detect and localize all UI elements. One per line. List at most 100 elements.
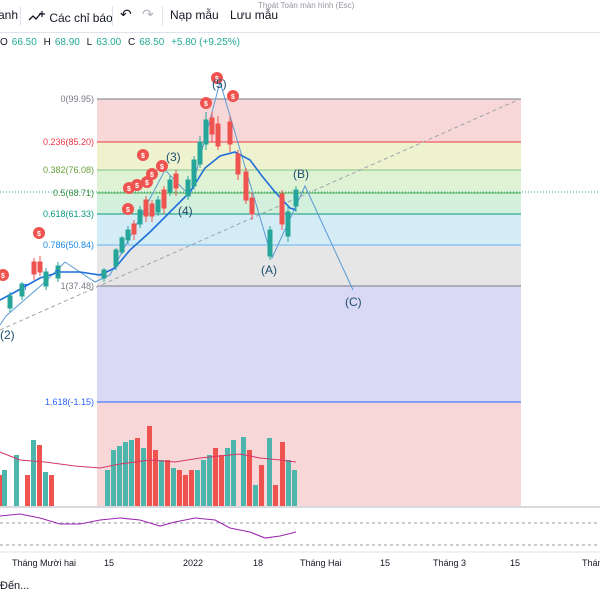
candle (191, 159, 197, 187)
volume-bars (0, 426, 297, 506)
candle (203, 119, 209, 145)
high-value: 68.90 (54, 37, 80, 48)
svg-text:$: $ (204, 101, 208, 108)
indicators-button[interactable]: Các chỉ báo (28, 8, 113, 25)
candle (155, 199, 161, 213)
candle (215, 123, 221, 147)
svg-text:T: T (23, 283, 28, 292)
dividend-markers[interactable]: $ $ $ $ $ $ $ $ $ $ $ $ (0, 72, 239, 281)
time-label: Tháng 3 (433, 558, 466, 568)
candle (125, 229, 131, 241)
candle (101, 269, 107, 279)
time-label: 2022 (183, 558, 203, 568)
candle (119, 237, 125, 253)
fib-label-1: 1(37.48) (60, 281, 94, 291)
wave-label-c: (C) (345, 295, 362, 309)
fib-bands (97, 99, 521, 506)
change-value: +5.80 (+9.25%) (171, 37, 240, 48)
undo-icon[interactable]: ↶ (120, 6, 132, 22)
wave-label-4: (4) (178, 204, 193, 218)
toolbar-item-partial[interactable]: anh (0, 8, 19, 22)
candle (161, 189, 167, 209)
fib-label-618: 0.618(61.33) (43, 209, 94, 219)
dividend-icon: $ (122, 203, 134, 215)
time-label: 15 (510, 558, 520, 568)
wave-label-a: (A) (261, 263, 277, 277)
dividend-icon: $ (131, 179, 143, 191)
fib-band-3 (97, 193, 521, 214)
indicators-label: Các chỉ báo (49, 11, 113, 25)
candle (235, 153, 241, 175)
svg-text:$: $ (1, 273, 5, 280)
indicators-icon (28, 11, 45, 21)
fib-labels: 0(99.95) 0.236(85.20) 0.382(76.08) 0.5(6… (43, 94, 94, 407)
fib-label-1618: 1.618(-1.15) (45, 397, 94, 407)
svg-text:$: $ (141, 153, 145, 160)
candle (19, 283, 25, 297)
high-label: H (43, 37, 51, 48)
svg-text:$: $ (150, 172, 154, 179)
dividend-icon: $ (227, 90, 239, 102)
fib-lines (97, 98, 521, 403)
volume-ma-line (0, 451, 297, 469)
svg-text:$: $ (127, 186, 131, 193)
candle (143, 199, 149, 217)
svg-text:$: $ (145, 180, 149, 187)
svg-text:$: $ (37, 231, 41, 238)
candle (267, 229, 273, 257)
dividend-icon: $ (211, 72, 223, 84)
time-label: 15 (380, 558, 390, 568)
fib-label-786: 0.786(50.84) (43, 240, 94, 250)
fib-label-0: 0(99.95) (60, 94, 94, 104)
candlesticks (7, 112, 299, 312)
fib-label-236: 0.236(85.20) (43, 137, 94, 147)
top-toolbar: anh Các chỉ báo ↶ ↷ Nạp mẫu Lưu mẫu Thoá… (0, 0, 600, 33)
open-value: 66.50 (11, 37, 37, 48)
candle (209, 117, 215, 135)
wave-labels: (2) (3) (4) (5) (A) (B) (C) (0, 77, 362, 342)
close-value: 68.50 (139, 37, 165, 48)
fib-band-0 (97, 99, 521, 142)
trend-dashed-line (0, 98, 521, 331)
time-axis-labels: Tháng Mười hai 15 2022 18 Tháng Hai 15 T… (12, 558, 600, 568)
dividend-icon: $ (146, 168, 158, 180)
candle (167, 179, 173, 193)
goto-hint[interactable]: Đến... (0, 580, 30, 592)
dividend-icon: $ (200, 97, 212, 109)
candle (243, 171, 249, 201)
wave-label-2: (2) (0, 328, 15, 342)
svg-text:$: $ (135, 183, 139, 190)
time-label: Tháng Mười hai (12, 558, 76, 568)
candle (293, 189, 299, 207)
candle (55, 265, 61, 279)
low-value: 63.00 (96, 37, 122, 48)
fib-band-6 (97, 286, 521, 402)
svg-text:$: $ (215, 76, 219, 83)
dividend-icon: $ (137, 149, 149, 161)
time-label: Tháng (582, 558, 600, 568)
candle (37, 261, 43, 273)
svg-text:$: $ (160, 164, 164, 171)
redo-icon[interactable]: ↷ (142, 6, 154, 22)
candle (185, 179, 191, 197)
low-label: L (86, 37, 93, 48)
fib-band-5 (97, 245, 521, 286)
fib-label-500: 0.5(68.71) (53, 188, 94, 198)
time-label: 18 (253, 558, 263, 568)
time-label: 15 (104, 558, 114, 568)
wave-label-5: (5) (212, 77, 227, 91)
close-label: C (128, 37, 136, 48)
candle (43, 271, 49, 287)
toolbar-separator (20, 6, 21, 26)
toolbar-separator (162, 6, 163, 26)
oscillator-line (0, 513, 297, 539)
candle (113, 249, 119, 267)
toolbar-separator (112, 6, 113, 26)
fib-label-382: 0.382(76.08) (43, 165, 94, 175)
candle (31, 261, 37, 275)
time-label: Tháng Hai (300, 558, 342, 568)
save-template-button[interactable]: Lưu mẫu (230, 8, 279, 22)
candle (227, 121, 233, 145)
templates-button[interactable]: Nạp mẫu (170, 8, 219, 22)
